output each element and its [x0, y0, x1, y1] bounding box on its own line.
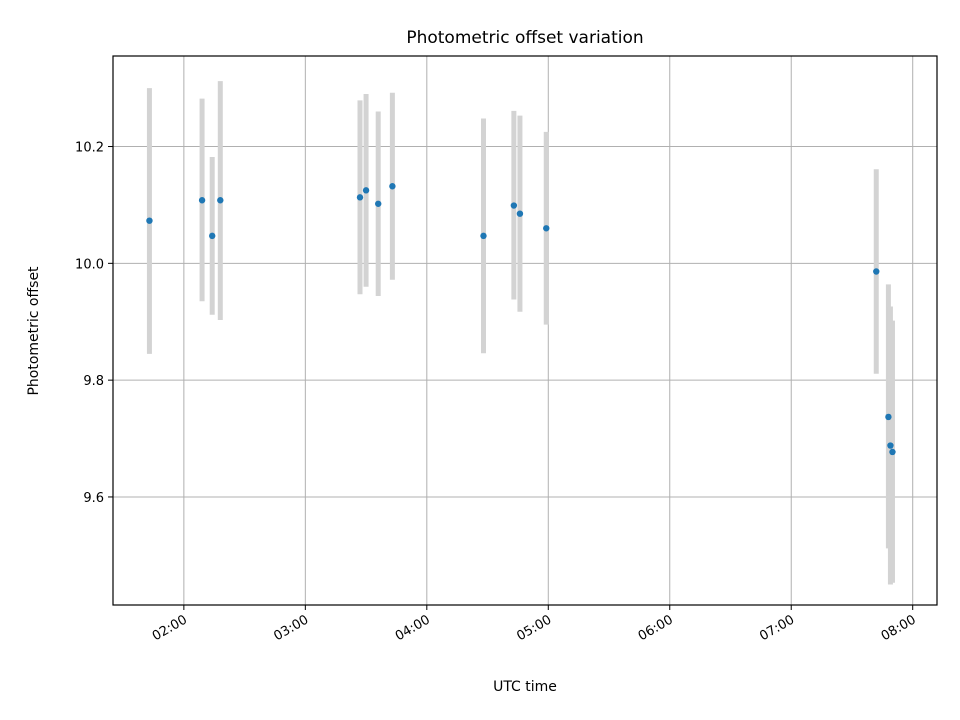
- y-axis-ticks: 9.6 9.8 10.0 10.2: [75, 141, 113, 506]
- x-axis-label: UTC time: [493, 679, 557, 695]
- data-point: [198, 197, 206, 204]
- data-point: [510, 202, 518, 209]
- plot-frame: [112, 55, 938, 606]
- grid: [113, 56, 937, 605]
- data-point: [480, 232, 487, 240]
- y-axis-label: Photometric offset: [26, 266, 42, 396]
- data-point: [375, 200, 382, 207]
- chart-title: Photometric offset variation: [406, 28, 643, 48]
- y-tick-label: 10.0: [75, 257, 104, 272]
- data-point: [543, 225, 550, 232]
- y-tick-label: 9.8: [83, 374, 104, 389]
- data-point: [873, 268, 880, 275]
- data-point: [209, 232, 216, 240]
- data-point: [362, 187, 370, 194]
- data-point: [516, 210, 524, 217]
- y-tick-label: 9.6: [83, 491, 104, 506]
- data-point: [885, 413, 892, 421]
- y-tick-label: 10.2: [75, 141, 104, 156]
- data-point: [887, 442, 894, 449]
- data-point: [356, 194, 364, 201]
- data-point: [217, 197, 224, 204]
- data-points: [146, 183, 896, 456]
- data-point: [389, 183, 396, 190]
- data-point: [146, 217, 153, 224]
- data-point: [889, 448, 896, 456]
